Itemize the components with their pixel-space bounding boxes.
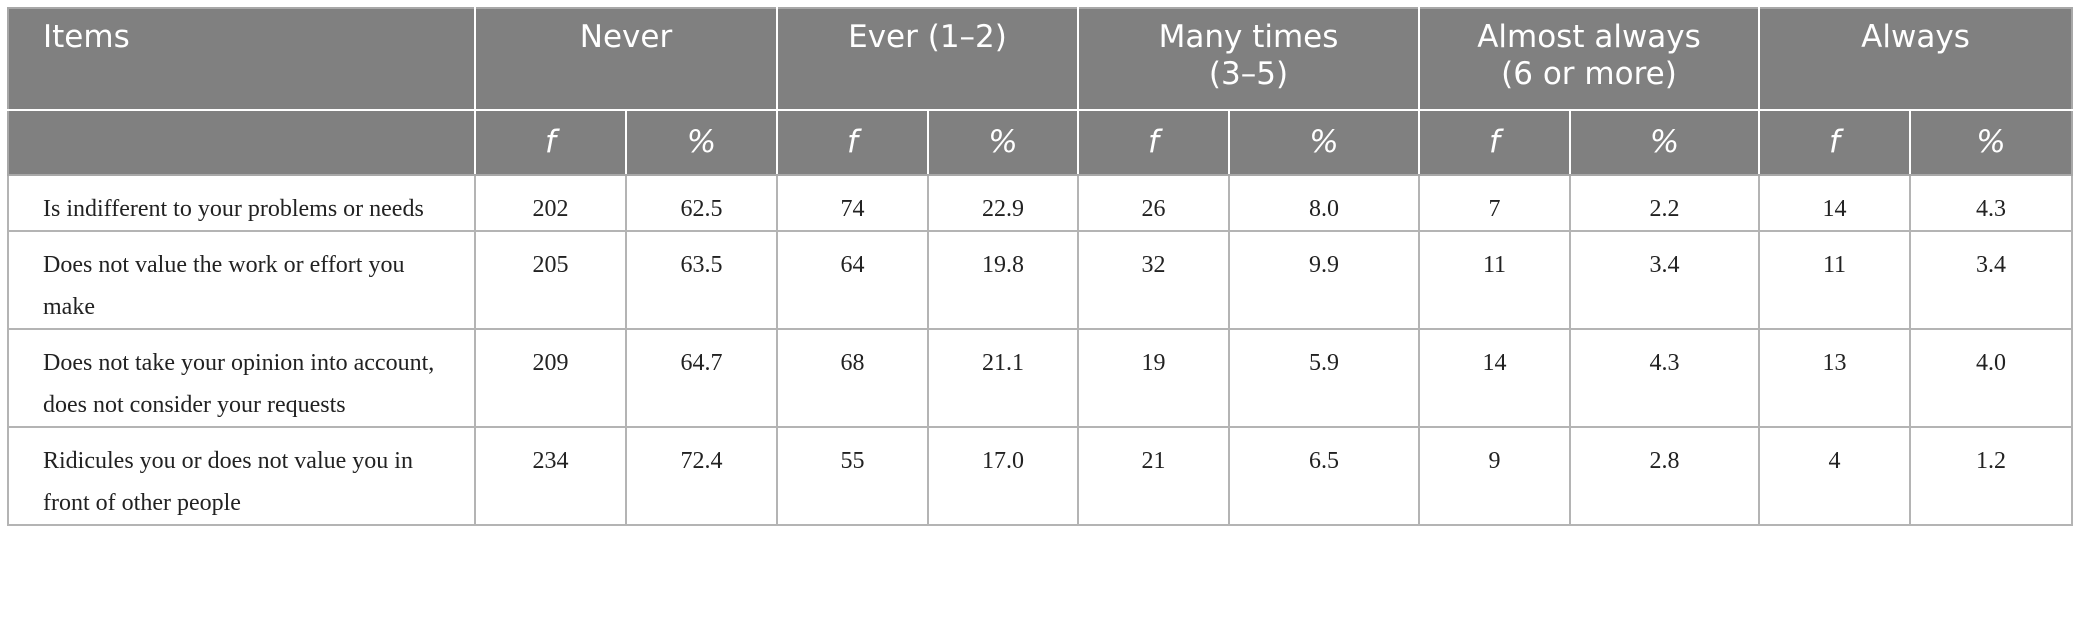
value-cell: 2.8 <box>1569 426 1760 526</box>
subheader-cell: % <box>927 109 1079 176</box>
value-cell: 205 <box>474 230 627 330</box>
value-cell: 55 <box>776 426 929 526</box>
value-cell: 234 <box>474 426 627 526</box>
value-cell: 3.4 <box>1569 230 1760 330</box>
value-cell: 13 <box>1758 328 1911 428</box>
header-text: Never <box>579 19 673 55</box>
data-table: Items Never Ever (1–2) Many times (3–5) … <box>7 7 2074 526</box>
value-cell: 1.2 <box>1908 426 2074 526</box>
table-body: Is indifferent to your problems or needs… <box>7 174 2074 526</box>
value-cell: 19 <box>1077 328 1230 428</box>
header-cell: Always <box>1757 7 2074 111</box>
value-cell: 3.4 <box>1908 230 2074 330</box>
value-cell: 4 <box>1758 426 1911 526</box>
header-cell: Many times (3–5) <box>1077 7 1420 111</box>
value-cell: 4.3 <box>1569 328 1760 428</box>
value-cell: 62.5 <box>625 174 778 232</box>
header-text: Almost always (6 or more) <box>1477 19 1701 92</box>
item-cell: Does not value the work or effort you ma… <box>7 230 476 330</box>
value-cell: 21.1 <box>927 328 1079 428</box>
header-cell: Almost always (6 or more) <box>1418 7 1760 111</box>
subheader-cell: % <box>625 109 778 176</box>
value-cell: 8.0 <box>1228 174 1420 232</box>
subheader-row: f% f% f% f% f% <box>7 109 2074 176</box>
value-cell: 4.3 <box>1908 174 2074 232</box>
subheader-cell <box>7 109 476 176</box>
value-cell: 74 <box>776 174 929 232</box>
header-text: Many times (3–5) <box>1158 19 1339 92</box>
value-cell: 26 <box>1077 174 1230 232</box>
table-row: Does not take your opinion into account,… <box>7 328 2074 428</box>
subheader-cell: f <box>1077 109 1230 176</box>
subheader-cell: f <box>1758 109 1911 176</box>
value-cell: 64 <box>776 230 929 330</box>
value-cell: 11 <box>1758 230 1911 330</box>
subheader-cell: f <box>1418 109 1571 176</box>
value-cell: 19.8 <box>927 230 1079 330</box>
table-row: Ridicules you or does not value you in f… <box>7 426 2074 526</box>
value-cell: 6.5 <box>1228 426 1420 526</box>
value-cell: 22.9 <box>927 174 1079 232</box>
value-cell: 5.9 <box>1228 328 1420 428</box>
header-text: Ever (1–2) <box>848 19 1007 55</box>
value-cell: 14 <box>1758 174 1911 232</box>
table-row: Does not value the work or effort you ma… <box>7 230 2074 330</box>
value-cell: 63.5 <box>625 230 778 330</box>
value-cell: 209 <box>474 328 627 428</box>
subheader-cell: % <box>1908 109 2074 176</box>
subheader-cell: % <box>1569 109 1760 176</box>
value-cell: 2.2 <box>1569 174 1760 232</box>
subheader-cell: % <box>1228 109 1420 176</box>
header-text: Always <box>1861 19 1970 55</box>
header-cell: Never <box>474 7 778 111</box>
subheader-cell: f <box>776 109 929 176</box>
value-cell: 68 <box>776 328 929 428</box>
value-cell: 9 <box>1418 426 1571 526</box>
subheader-cell: f <box>474 109 627 176</box>
value-cell: 21 <box>1077 426 1230 526</box>
value-cell: 9.9 <box>1228 230 1420 330</box>
value-cell: 17.0 <box>927 426 1079 526</box>
item-cell: Ridicules you or does not value you in f… <box>7 426 476 526</box>
item-cell: Does not take your opinion into account,… <box>7 328 476 428</box>
value-cell: 11 <box>1418 230 1571 330</box>
value-cell: 64.7 <box>625 328 778 428</box>
value-cell: 202 <box>474 174 627 232</box>
header-cell: Ever (1–2) <box>776 7 1079 111</box>
value-cell: 7 <box>1418 174 1571 232</box>
value-cell: 72.4 <box>625 426 778 526</box>
table-row: Is indifferent to your problems or needs… <box>7 174 2074 232</box>
value-cell: 4.0 <box>1908 328 2074 428</box>
value-cell: 32 <box>1077 230 1230 330</box>
header-cell: Items <box>7 7 476 111</box>
header-row: Items Never Ever (1–2) Many times (3–5) … <box>7 7 2074 111</box>
value-cell: 14 <box>1418 328 1571 428</box>
item-cell: Is indifferent to your problems or needs <box>7 174 476 232</box>
